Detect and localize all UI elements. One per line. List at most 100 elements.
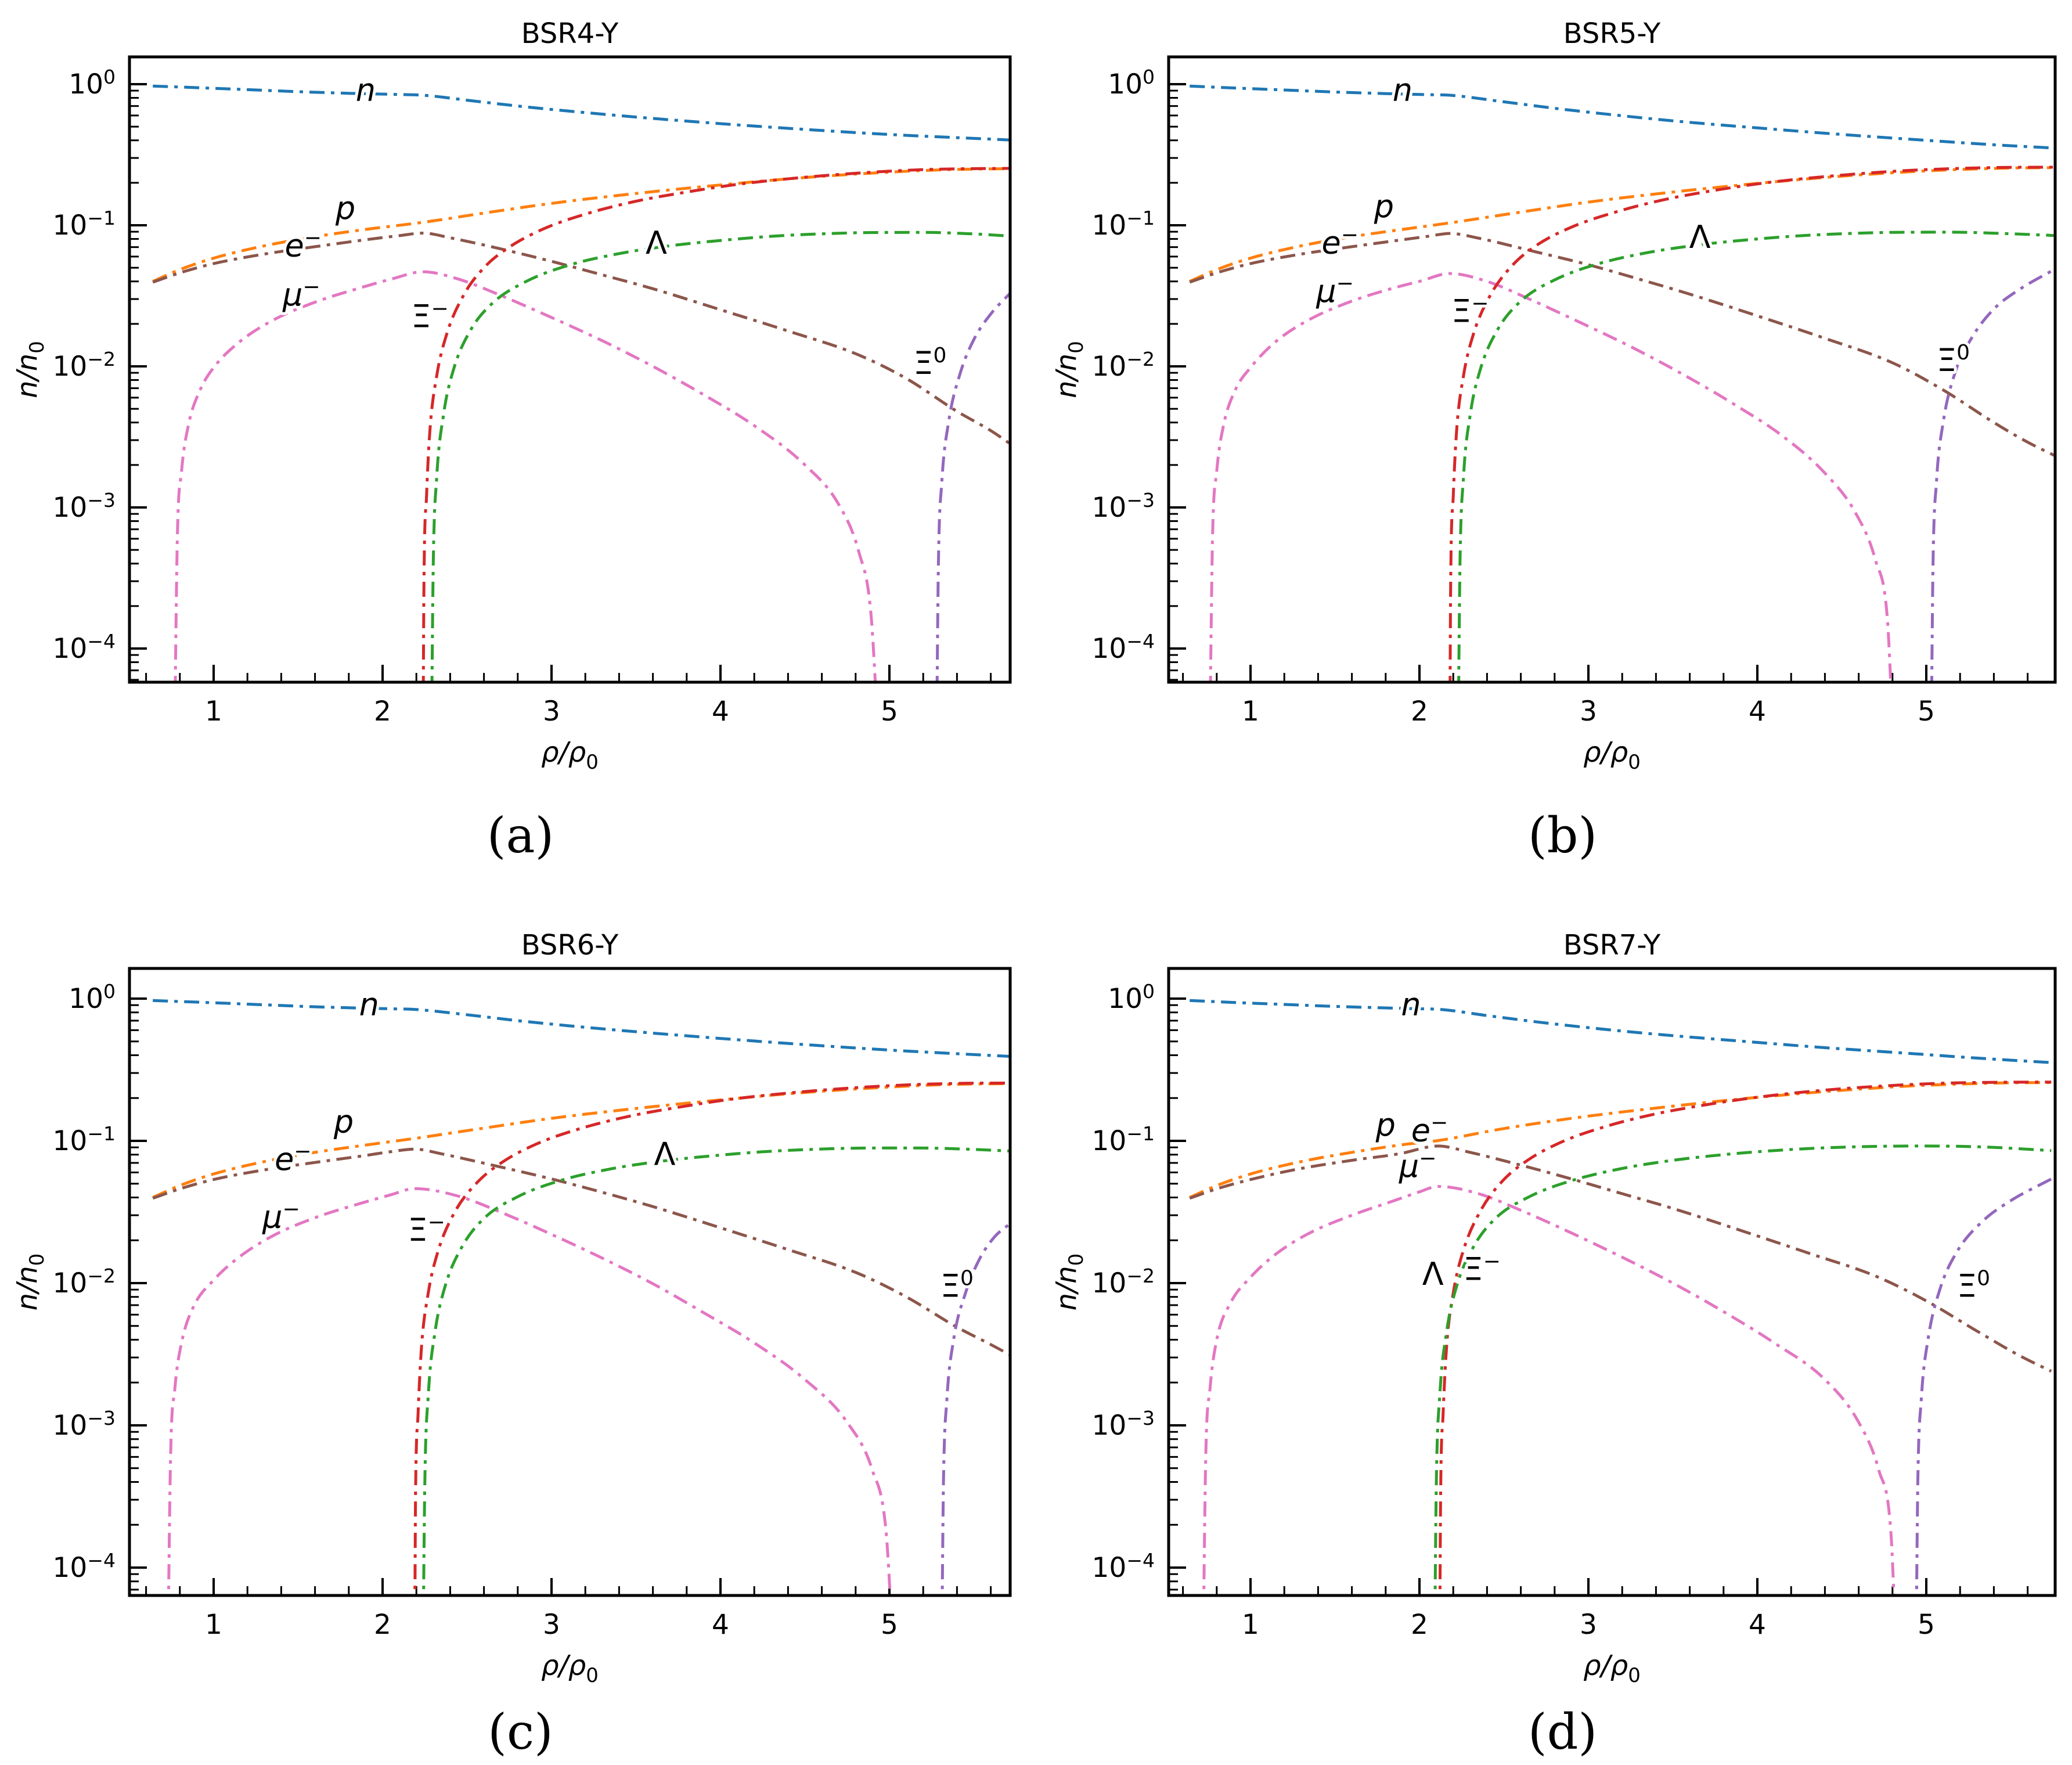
y-tick-label: 10−2 — [1092, 1265, 1155, 1299]
label-electron: e− — [275, 1140, 311, 1177]
label-lambda: Λ — [646, 225, 667, 261]
y-tick-label: 10−2 — [1092, 348, 1155, 383]
y-axis-label: n/n0 — [11, 1253, 49, 1311]
label-neutron: n — [1393, 72, 1412, 109]
curve-xi-minus — [1438, 1080, 2052, 1595]
y-tick-label: 10−4 — [53, 1549, 116, 1584]
curve-electron — [152, 232, 1010, 446]
curve-muon — [167, 1187, 892, 1595]
plot-frame — [1167, 967, 2057, 1597]
curve-xi-zero — [1930, 267, 2055, 682]
panel-bsr5-y: 1 2 3 4 5 100 10−1 10−2 10−3 10−4 n p e− μ− Ξ− Λ Ξ0 ρ/ρ0 n… — [1050, 55, 2057, 774]
label-xi-minus: Ξ− — [408, 1211, 445, 1248]
y-tick-label: 10−4 — [53, 630, 116, 665]
x-tick-label: 1 — [205, 696, 222, 727]
curve-lambda — [1433, 1144, 2052, 1595]
curve-lambda — [1457, 230, 2055, 682]
curve-neutron — [153, 999, 1010, 1058]
x-tick-label: 2 — [1411, 1609, 1428, 1641]
y-tick-label: 10−1 — [1092, 207, 1155, 242]
axes-b: 1 2 3 4 5 100 10−1 10−2 10−3 10−4 — [1092, 66, 2029, 727]
captions-layer: (a) (b) (c) (d) — [487, 807, 1597, 1760]
label-xi-zero: Ξ0 — [940, 1266, 974, 1304]
label-xi-minus: Ξ− — [411, 297, 448, 334]
x-tick-label: 1 — [1242, 696, 1259, 727]
x-tick-label: 3 — [1580, 1609, 1597, 1641]
y-tick-label: 10−3 — [53, 1407, 116, 1442]
x-tick-label: 5 — [881, 1609, 898, 1641]
panel-bsr4-y: 1 2 3 4 5 100 10−1 10−2 10−3 10−4 n p e− μ− Ξ− Λ Ξ0 ρ/ρ0 n… — [11, 55, 1012, 774]
curve-lambda — [422, 1146, 1010, 1595]
y-tick-label: 100 — [69, 980, 116, 1015]
y-tick-label: 10−3 — [53, 489, 116, 524]
x-tick-label: 2 — [374, 696, 391, 727]
curve-proton — [1189, 1081, 2052, 1199]
axes-c: 1 2 3 4 5 100 10−1 10−2 10−3 10−4 — [53, 980, 992, 1641]
x-tick-label: 5 — [881, 696, 898, 727]
label-neutron: n — [359, 986, 379, 1023]
panels-layer: 1 2 3 4 5 100 10−1 10−2 10−3 10−4 n p e− μ− Ξ− Λ Ξ0 ρ/ρ0 n… — [11, 55, 2057, 1687]
caption-d: (d) — [1528, 1703, 1597, 1760]
x-tick-label: 1 — [1242, 1609, 1259, 1641]
panel-a-title: BSR4-Y — [521, 17, 619, 50]
y-tick-label: 10−4 — [1092, 630, 1155, 665]
curve-electron — [1189, 1144, 2052, 1373]
label-xi-zero: Ξ0 — [1937, 341, 1970, 379]
y-tick-label: 10−3 — [1092, 489, 1155, 524]
panel-d-title: BSR7-Y — [1563, 929, 1661, 961]
curve-xi-zero — [1915, 1177, 2052, 1595]
label-proton: p — [333, 1104, 354, 1140]
label-electron: e− — [285, 226, 322, 264]
axes-a: 1 2 3 4 5 100 10−1 10−2 10−3 10−4 — [53, 66, 992, 727]
x-axis-label: ρ/ρ0 — [541, 736, 599, 774]
curve-proton — [1189, 166, 2055, 283]
curve-proton — [152, 1082, 1010, 1199]
y-axis-label: n/n0 — [11, 341, 49, 398]
plot-frame — [128, 967, 1012, 1597]
x-tick-label: 2 — [1411, 696, 1428, 727]
label-muon: μ− — [262, 1198, 300, 1236]
curve-xi-minus — [421, 167, 1010, 682]
label-proton: p — [1374, 188, 1394, 225]
curve-xi-minus — [1448, 165, 2055, 682]
label-lambda: Λ — [654, 1136, 675, 1173]
curve-neutron — [1190, 84, 2055, 150]
x-tick-label: 4 — [712, 1609, 729, 1641]
y-tick-label: 100 — [69, 66, 116, 100]
y-tick-label: 10−3 — [1092, 1407, 1155, 1442]
x-tick-label: 3 — [543, 1609, 560, 1641]
label-electron: e− — [1322, 223, 1358, 261]
x-axis-label: ρ/ρ0 — [1583, 736, 1641, 774]
curve-xi-zero — [940, 1222, 1010, 1595]
y-tick-label: 10−2 — [53, 1265, 116, 1299]
x-tick-label: 2 — [374, 1609, 391, 1641]
label-proton: p — [335, 190, 355, 227]
x-axis-label: ρ/ρ0 — [541, 1649, 599, 1687]
plot-frame — [1167, 55, 2057, 684]
y-tick-label: 100 — [1108, 980, 1155, 1015]
panel-bsr6-y: 1 2 3 4 5 100 10−1 10−2 10−3 10−4 n p e− μ− Ξ− Λ Ξ0 ρ/ρ0 n… — [11, 967, 1012, 1687]
x-tick-label: 1 — [205, 1609, 222, 1641]
y-tick-label: 10−2 — [53, 348, 116, 383]
x-tick-label: 4 — [712, 696, 729, 727]
label-xi-zero: Ξ0 — [1957, 1266, 1990, 1304]
x-tick-label: 4 — [1749, 696, 1766, 727]
label-xi-minus: Ξ− — [1451, 291, 1489, 329]
x-tick-label: 3 — [543, 696, 560, 727]
y-axis-label: n/n0 — [1050, 1253, 1088, 1311]
panel-c-title: BSR6-Y — [521, 929, 619, 961]
x-axis-label: ρ/ρ0 — [1583, 1649, 1641, 1687]
titles-layer: BSR4-Y BSR5-Y BSR6-Y BSR7-Y — [521, 17, 1661, 961]
label-muon: μ− — [282, 275, 320, 313]
curve-neutron — [153, 84, 1010, 142]
label-neutron: n — [1401, 986, 1421, 1023]
caption-a: (a) — [487, 807, 554, 864]
y-tick-label: 10−4 — [1092, 1549, 1155, 1584]
label-muon: μ− — [1316, 272, 1354, 309]
y-tick-label: 10−1 — [1092, 1122, 1155, 1157]
label-xi-minus: Ξ− — [1464, 1249, 1501, 1287]
y-tick-label: 10−1 — [53, 207, 116, 242]
curve-xi-zero — [935, 291, 1010, 682]
curve-electron — [1189, 232, 2055, 458]
label-xi-zero: Ξ0 — [913, 344, 946, 381]
